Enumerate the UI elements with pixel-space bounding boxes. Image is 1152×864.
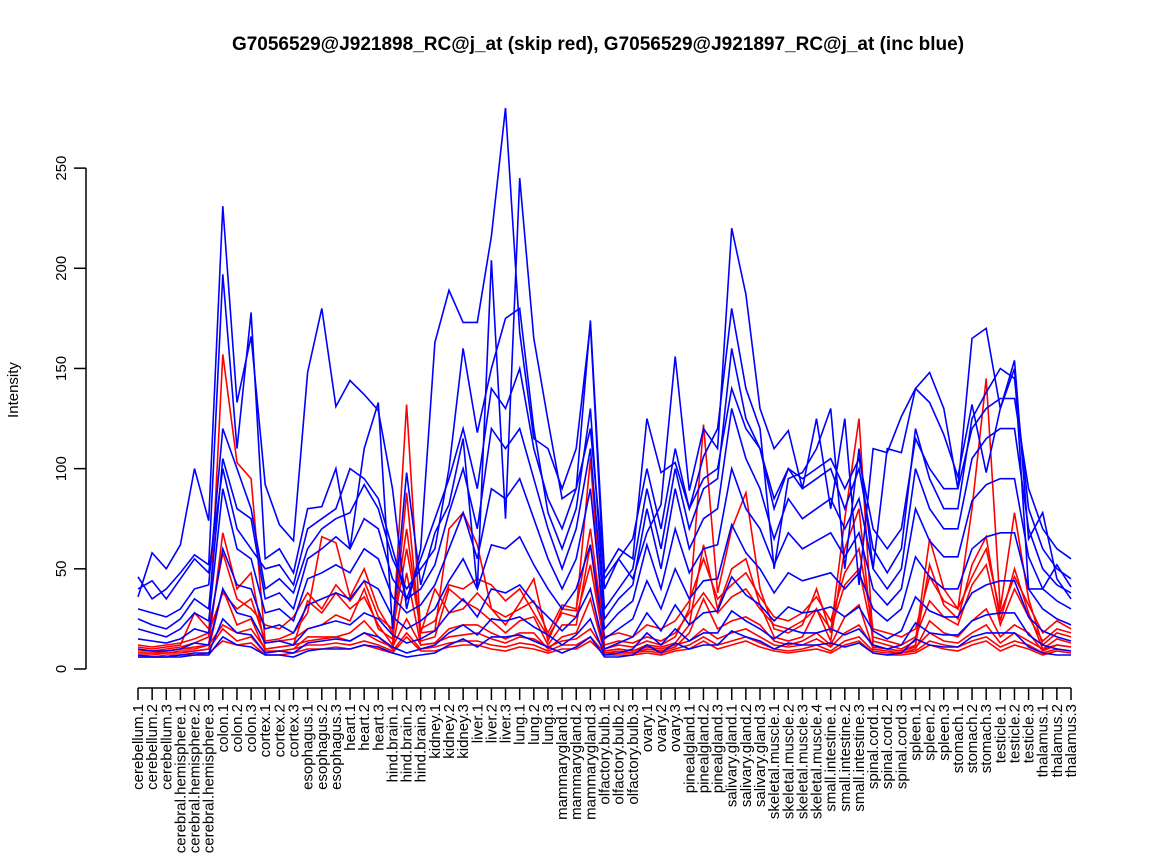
x-tick-label: ovary.1 bbox=[639, 704, 656, 752]
y-axis-label: Intensity bbox=[5, 362, 22, 418]
x-tick-label: salivary.gland.1 bbox=[724, 704, 741, 807]
x-tick-label: esophagus.1 bbox=[300, 704, 317, 790]
y-axis: 0 50 100 150 200 250 bbox=[53, 156, 87, 673]
y-tick-label: 250 bbox=[53, 156, 70, 181]
inc-blue-series-line-8 bbox=[137, 178, 1072, 629]
chart-title: G7056529@J921898_RC@j_at (skip red), G70… bbox=[232, 34, 964, 55]
x-tick-label: small.intestine.2 bbox=[837, 704, 854, 812]
x-tick-label: testicle.3 bbox=[1021, 704, 1038, 763]
x-tick-label: thalamus.2 bbox=[1049, 704, 1066, 777]
x-tick-label: ovary.2 bbox=[653, 704, 670, 752]
x-tick-label: cerebellum.1 bbox=[130, 704, 147, 790]
x-tick-label: spleen.1 bbox=[908, 704, 925, 761]
x-axis: cerebellum.1cerebellum.2cerebellum.3cere… bbox=[130, 687, 1080, 853]
inc-blue-series-line-15 bbox=[137, 609, 1072, 658]
inc-blue-series-line-16 bbox=[138, 629, 1071, 658]
x-tick-label: hind.brain.3 bbox=[413, 704, 430, 782]
inc-blue-series-line-13 bbox=[137, 522, 1072, 644]
x-tick-label: lung.1 bbox=[512, 704, 529, 745]
x-tick-label: skeletal.muscle.2 bbox=[780, 704, 797, 819]
x-tick-label: liver.2 bbox=[483, 704, 500, 743]
x-tick-label: colon.2 bbox=[229, 704, 246, 752]
inc-blue-series-line-17 bbox=[137, 365, 1072, 602]
x-tick-label: pinealgland.1 bbox=[681, 704, 698, 793]
inc-blue-series-line-9 bbox=[137, 107, 1072, 610]
x-tick-label: pinealgland.2 bbox=[695, 704, 712, 793]
x-tick-label: olfactory.bulb.3 bbox=[625, 704, 642, 805]
x-tick-label: cerebral.hemisphere.3 bbox=[201, 704, 218, 853]
inc-blue-series-line-14 bbox=[137, 575, 1072, 652]
x-tick-label: cortex.1 bbox=[257, 704, 274, 757]
x-tick-label: kidney.2 bbox=[441, 704, 458, 759]
x-tick-label: liver.3 bbox=[498, 704, 515, 743]
y-tick-label: 150 bbox=[53, 356, 70, 381]
x-tick-label: olfactory.bulb.2 bbox=[611, 704, 628, 805]
x-tick-label: spinal.cord.1 bbox=[865, 704, 882, 789]
y-tick-label: 200 bbox=[53, 256, 70, 281]
x-tick-label: cortex.3 bbox=[286, 704, 303, 757]
x-tick-label: cortex.2 bbox=[271, 704, 288, 757]
y-tick-label: 0 bbox=[53, 665, 70, 673]
x-tick-label: heart.1 bbox=[342, 704, 359, 751]
x-tick-label: testicle.1 bbox=[992, 704, 1009, 763]
y-tick-label: 50 bbox=[53, 560, 70, 577]
x-tick-label: skeletal.muscle.1 bbox=[766, 704, 783, 819]
x-tick-label: colon.3 bbox=[243, 704, 260, 752]
x-tick-label: cerebellum.3 bbox=[158, 704, 175, 790]
x-tick-label: mammarygland.2 bbox=[568, 704, 585, 820]
x-tick-label: hind.brain.2 bbox=[399, 704, 416, 782]
x-tick-label: salivary.gland.2 bbox=[738, 704, 755, 807]
x-tick-label: stomach.3 bbox=[978, 704, 995, 773]
x-tick-label: hind.brain.1 bbox=[384, 704, 401, 782]
x-tick-label: ovary.3 bbox=[667, 704, 684, 752]
x-tick-label: colon.1 bbox=[215, 704, 232, 752]
x-tick-label: stomach.2 bbox=[964, 704, 981, 773]
x-tick-label: stomach.1 bbox=[950, 704, 967, 773]
x-tick-label: thalamus.3 bbox=[1063, 704, 1080, 777]
x-tick-label: kidney.3 bbox=[455, 704, 472, 759]
x-tick-label: esophagus.2 bbox=[314, 704, 331, 790]
x-tick-label: olfactory.bulb.1 bbox=[597, 704, 614, 805]
skip-red-series-line-2 bbox=[137, 535, 1072, 648]
y-tick-label: 100 bbox=[53, 456, 70, 481]
x-tick-label: spinal.cord.2 bbox=[879, 704, 896, 789]
x-tick-label: skeletal.muscle.3 bbox=[794, 704, 811, 819]
x-tick-label: esophagus.3 bbox=[328, 704, 345, 790]
series-layer bbox=[137, 107, 1072, 658]
x-tick-label: salivary.gland.3 bbox=[752, 704, 769, 807]
x-tick-label: pinealgland.3 bbox=[710, 704, 727, 793]
x-tick-label: skeletal.muscle.4 bbox=[809, 704, 826, 819]
x-tick-label: mammarygland.3 bbox=[582, 704, 599, 820]
x-tick-label: small.intestine.1 bbox=[823, 704, 840, 812]
x-tick-label: cerebral.hemisphere.1 bbox=[172, 704, 189, 853]
x-tick-label: lung.3 bbox=[540, 704, 557, 745]
x-tick-label: liver.1 bbox=[469, 704, 486, 743]
x-tick-label: mammarygland.1 bbox=[554, 704, 571, 820]
x-tick-label: small.intestine.3 bbox=[851, 704, 868, 812]
x-tick-label: kidney.1 bbox=[427, 704, 444, 759]
inc-blue-series-line-10 bbox=[137, 306, 1072, 618]
inc-blue-series-line-11 bbox=[137, 408, 1072, 630]
inc-blue-series-line-12 bbox=[137, 465, 1072, 638]
x-tick-label: spinal.cord.3 bbox=[893, 704, 910, 789]
x-tick-label: thalamus.1 bbox=[1035, 704, 1052, 777]
x-tick-label: testicle.2 bbox=[1006, 704, 1023, 763]
x-tick-label: spleen.2 bbox=[922, 704, 939, 761]
x-tick-label: cerebellum.2 bbox=[144, 704, 161, 790]
x-tick-label: heart.2 bbox=[356, 704, 373, 751]
x-tick-label: spleen.3 bbox=[936, 704, 953, 761]
x-tick-label: cerebral.hemisphere.2 bbox=[187, 704, 204, 853]
x-tick-label: heart.3 bbox=[370, 704, 387, 751]
x-tick-label: lung.2 bbox=[526, 704, 543, 745]
